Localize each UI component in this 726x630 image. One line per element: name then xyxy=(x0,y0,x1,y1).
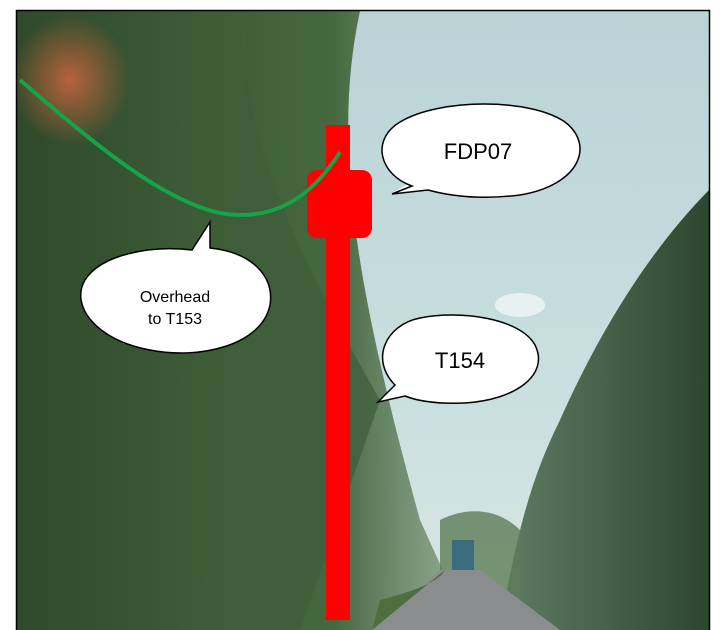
callout-fdp07: FDP07 xyxy=(382,104,580,197)
callout-text: T154 xyxy=(435,348,485,373)
callout-text: FDP07 xyxy=(444,139,512,164)
annotated-photo: FDP07 Overhead to T153 T154 xyxy=(0,0,726,630)
callout-text: to T153 xyxy=(148,311,202,328)
callout-text: Overhead xyxy=(140,289,210,306)
callout-t154: T154 xyxy=(378,315,539,403)
page: FDP07 Overhead to T153 T154 (() => { con… xyxy=(0,0,726,630)
